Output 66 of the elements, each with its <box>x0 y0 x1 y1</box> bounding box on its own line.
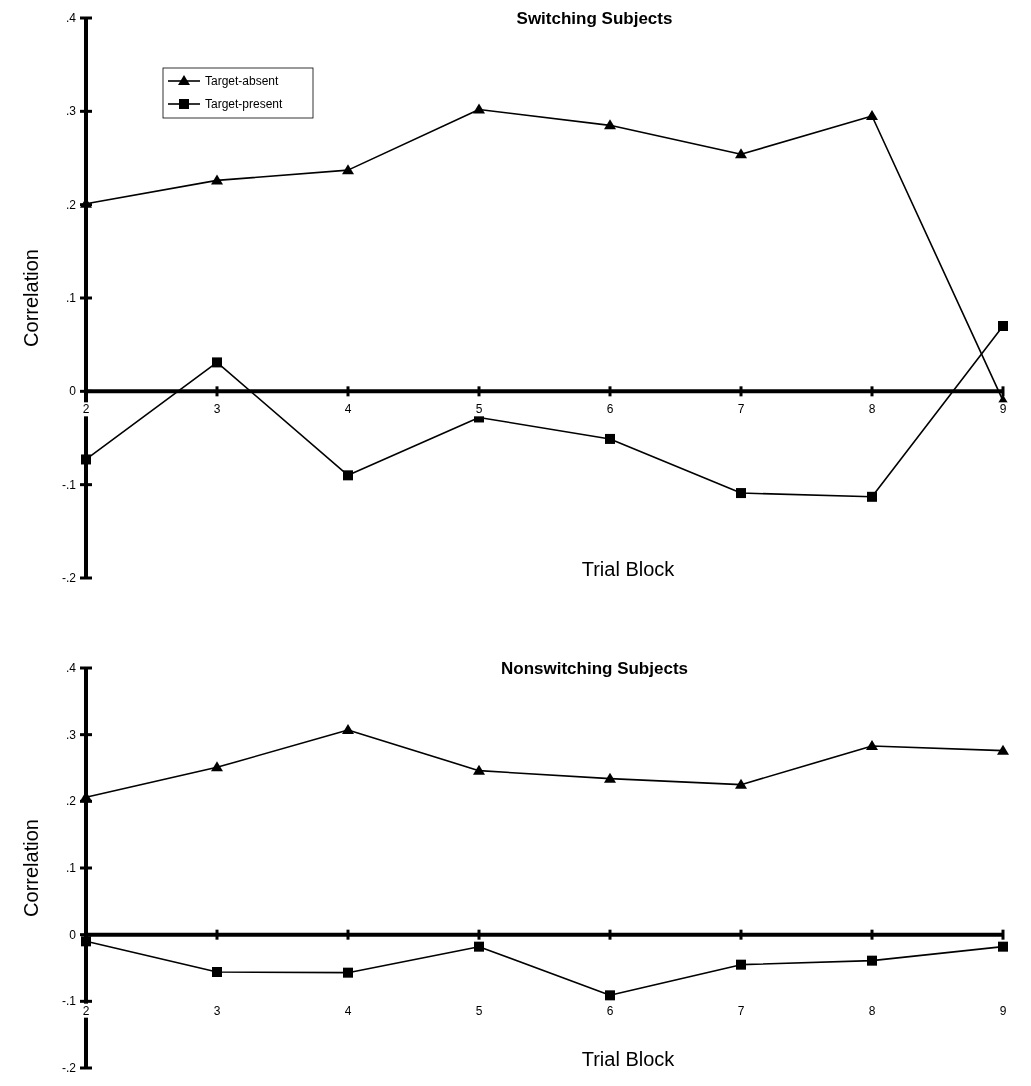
x-tick-label: 9 <box>999 1003 1007 1018</box>
y-tick-label: -.1 <box>61 994 77 1009</box>
point <box>212 967 222 977</box>
x-tick-label: 3 <box>213 402 221 417</box>
point <box>735 148 747 159</box>
x-axis-title: Trial Block <box>581 1048 676 1070</box>
point <box>211 174 223 185</box>
point <box>604 772 616 783</box>
point <box>998 941 1008 952</box>
y-tick-label: -.2 <box>61 1061 77 1075</box>
x-tick-label: 8 <box>868 402 876 417</box>
point <box>735 778 747 789</box>
point <box>866 740 878 750</box>
x-tick-label: 6 <box>606 402 614 417</box>
point <box>998 321 1008 331</box>
x-tick-label: 2 <box>82 402 90 417</box>
y-tick-label: .2 <box>65 794 77 809</box>
y-tick-label: .3 <box>65 727 77 742</box>
x-tick-label: 6 <box>606 1003 614 1018</box>
x-tick-label: 3 <box>213 1003 221 1018</box>
y-tick-label: .4 <box>65 661 77 675</box>
point <box>997 744 1009 755</box>
point <box>81 936 91 947</box>
x-tick-label: 4 <box>344 402 352 417</box>
x-tick-label: 5 <box>475 402 483 417</box>
x-tick-label: 9 <box>999 402 1007 417</box>
point <box>605 990 615 1001</box>
y-tick-label: -.1 <box>61 477 77 492</box>
y-tick-label: .3 <box>65 104 77 119</box>
x-tick-label: 8 <box>868 1003 876 1018</box>
point <box>343 967 353 978</box>
point <box>604 119 616 130</box>
point <box>342 724 354 734</box>
x-tick-label: 4 <box>344 1003 352 1018</box>
y-tick-label: 0 <box>69 384 77 399</box>
point <box>736 959 746 970</box>
x-tick-label: 7 <box>737 1003 745 1018</box>
y-tick-label: 0 <box>69 927 77 942</box>
legend-label: Target-present <box>205 97 284 111</box>
point <box>736 488 746 499</box>
point <box>343 470 353 481</box>
point <box>473 764 485 775</box>
point <box>473 103 485 114</box>
point <box>866 110 878 120</box>
x-tick-label: 7 <box>737 402 745 417</box>
y-tick-label: .1 <box>65 861 77 875</box>
chart-title: Nonswitching Subjects <box>500 659 689 678</box>
y-tick-label: .4 <box>65 11 77 25</box>
point <box>342 164 354 175</box>
y-tick-label: .2 <box>65 197 77 212</box>
point <box>474 941 484 952</box>
point <box>867 491 877 502</box>
x-tick-label: 2 <box>82 1003 90 1018</box>
y-tick-label: .1 <box>65 291 77 305</box>
chart-title: Switching Subjects <box>516 9 673 28</box>
y-tick-label: -.2 <box>61 571 77 585</box>
legend-label: Target-absent <box>205 74 280 88</box>
x-axis-title: Trial Block <box>581 558 676 580</box>
y-axis-title: Correlation <box>20 249 42 347</box>
point <box>211 761 223 772</box>
point <box>212 357 222 368</box>
y-axis-title: Correlation <box>20 819 42 917</box>
point <box>605 433 615 444</box>
x-tick-label: 5 <box>475 1003 483 1018</box>
point <box>81 454 91 465</box>
point <box>867 955 877 966</box>
